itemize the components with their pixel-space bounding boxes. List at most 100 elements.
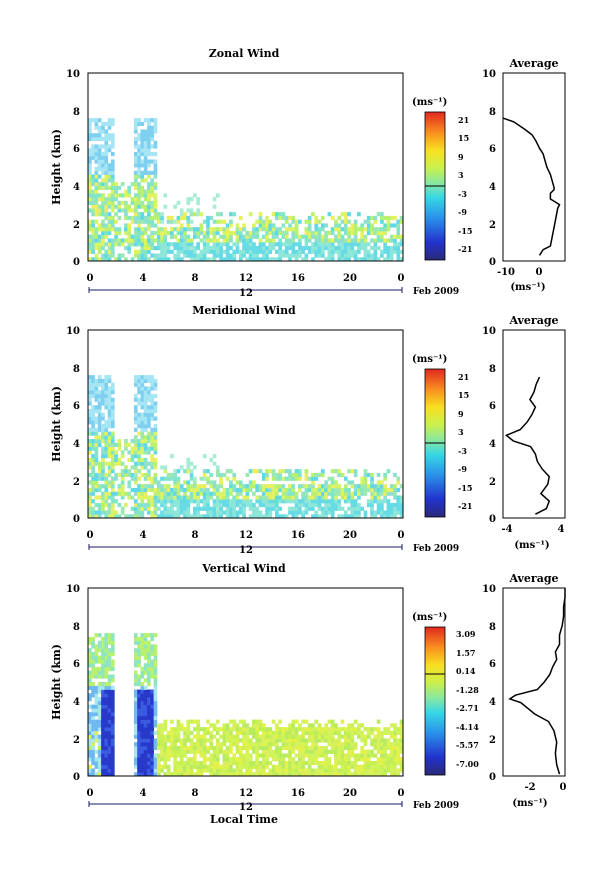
- heatmap-cell: [163, 734, 168, 739]
- heatmap-cell: [88, 427, 92, 432]
- heatmap-cell: [160, 491, 164, 496]
- heatmap-cell: [114, 227, 118, 232]
- heatmap-cell: [156, 227, 161, 232]
- heatmap-cell: [153, 682, 158, 687]
- heatmap-cell: [166, 772, 171, 777]
- heatmap-cell: [275, 257, 279, 262]
- heatmap-cell: [353, 502, 358, 508]
- heatmap-cell: [101, 655, 105, 660]
- heatmap-cell: [186, 223, 191, 228]
- heatmap-cell: [117, 257, 122, 262]
- heatmap-cell: [120, 480, 125, 485]
- heatmap-cell: [186, 502, 191, 508]
- heatmap-cell: [252, 249, 256, 254]
- heatmap-cell: [97, 757, 102, 762]
- heatmap-cell: [301, 727, 305, 732]
- heatmap-cell: [110, 745, 115, 751]
- heatmap-cell: [265, 764, 269, 769]
- heatmap-cell: [107, 764, 112, 769]
- x-tick-label: 16: [291, 530, 305, 541]
- heatmap-cell: [196, 506, 200, 511]
- heatmap-cell: [110, 685, 115, 690]
- heatmap-cell: [133, 749, 138, 754]
- heatmap-cell: [389, 506, 394, 511]
- heatmap-cell: [307, 764, 312, 769]
- heatmap-cell: [94, 514, 99, 519]
- heatmap-cell: [140, 253, 145, 258]
- heatmap-cell: [193, 727, 197, 732]
- heatmap-cell: [143, 506, 148, 511]
- heatmap-cell: [166, 734, 171, 739]
- heatmap-cell: [288, 760, 292, 766]
- heatmap-cell: [261, 487, 266, 493]
- heatmap-cell: [110, 730, 115, 736]
- heatmap-cell: [133, 163, 138, 168]
- heatmap-cell: [133, 510, 138, 515]
- heatmap-cell: [107, 257, 112, 262]
- heatmap-cell: [275, 757, 279, 762]
- heatmap-cell: [235, 772, 240, 777]
- heatmap-cell: [193, 772, 197, 777]
- heatmap-cell: [94, 182, 99, 187]
- heatmap-cell: [212, 502, 217, 508]
- heatmap-cell: [137, 454, 141, 459]
- heatmap-cell: [114, 491, 118, 496]
- average-x-tick: -2: [524, 782, 535, 793]
- heatmap-cell: [320, 730, 325, 736]
- heatmap-cell: [353, 234, 358, 239]
- heatmap-cell: [383, 257, 387, 262]
- heatmap-cell: [225, 727, 230, 732]
- heatmap-cell: [370, 749, 374, 754]
- heatmap-cell: [347, 734, 351, 739]
- heatmap-cell: [215, 469, 220, 474]
- heatmap-cell: [97, 208, 102, 213]
- heatmap-cell: [350, 738, 355, 743]
- heatmap-cell: [140, 689, 145, 694]
- heatmap-cell: [147, 412, 151, 417]
- heatmap-cell: [107, 648, 112, 653]
- heatmap-cell: [284, 727, 289, 732]
- heatmap-cell: [160, 215, 164, 221]
- heatmap-cell: [140, 745, 145, 751]
- heatmap-cell: [91, 685, 95, 690]
- heatmap-cell: [340, 227, 345, 232]
- heatmap-cell: [117, 238, 122, 243]
- heatmap-cell: [124, 204, 128, 209]
- heatmap-cell: [189, 764, 194, 769]
- heatmap-cell: [88, 495, 92, 500]
- heatmap-cell: [107, 484, 112, 489]
- heatmap-cell: [153, 502, 158, 508]
- heatmap-cell: [255, 230, 260, 236]
- heatmap-cell: [140, 242, 145, 247]
- average-x-tick: -10: [497, 267, 515, 278]
- heatmap-cell: [389, 764, 394, 769]
- heatmap-cell: [225, 510, 230, 515]
- heatmap-cell: [275, 499, 279, 504]
- heatmap-cell: [153, 704, 158, 709]
- heatmap-cell: [163, 257, 168, 262]
- heatmap-cell: [137, 495, 141, 500]
- heatmap-cell: [265, 491, 269, 496]
- average-frame: [502, 72, 566, 262]
- heatmap-cell: [183, 749, 187, 754]
- heatmap-cell: [376, 727, 381, 732]
- heatmap-cell: [252, 764, 256, 769]
- heatmap-cell: [363, 257, 368, 262]
- heatmap-cell: [147, 144, 151, 149]
- heatmap-cell: [101, 469, 105, 474]
- heatmap-cell: [137, 772, 141, 777]
- heatmap-cell: [133, 476, 138, 481]
- heatmap-cell: [104, 249, 109, 254]
- heatmap-cell: [314, 742, 319, 747]
- heatmap-cell: [193, 719, 197, 724]
- heatmap-cell: [173, 242, 177, 247]
- heatmap-cell: [97, 212, 102, 217]
- heatmap-cell: [88, 715, 92, 720]
- heatmap-cell: [288, 245, 292, 251]
- heatmap-cell: [179, 742, 184, 747]
- heatmap-cell: [183, 745, 187, 751]
- heatmap-cell: [88, 670, 92, 675]
- heatmap-cell: [189, 491, 194, 496]
- heatmap-cell: [104, 502, 109, 508]
- heatmap-cell: [360, 723, 365, 728]
